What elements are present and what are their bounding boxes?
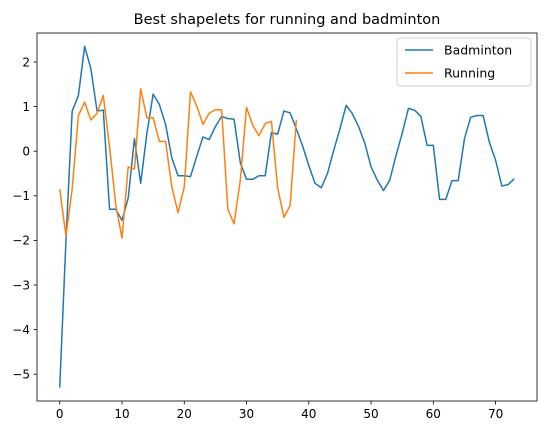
y-tick-label: 0 — [22, 145, 30, 159]
x-tick-label: 70 — [488, 407, 503, 421]
x-tick-label: 60 — [426, 407, 441, 421]
x-tick-label: 10 — [114, 407, 129, 421]
series-line-running — [58, 88, 298, 239]
y-tick-label: 1 — [22, 100, 30, 114]
x-tick-label: 50 — [363, 407, 378, 421]
y-tick-label: −5 — [12, 368, 30, 382]
y-tick-label: −4 — [12, 323, 30, 337]
y-tick-label: −3 — [12, 278, 30, 292]
legend: Badminton Running — [396, 37, 532, 87]
x-tick-label: 40 — [301, 407, 316, 421]
series-lines — [58, 45, 515, 388]
legend-label-badminton: Badminton — [444, 43, 512, 58]
x-tick-label: 30 — [239, 407, 254, 421]
legend-label-running: Running — [444, 66, 495, 81]
axes-frame — [36, 32, 538, 402]
plot-area — [36, 32, 538, 402]
x-tick-label: 0 — [56, 407, 64, 421]
y-tick-label: 2 — [22, 55, 30, 69]
x-tick-label: 20 — [177, 407, 192, 421]
plot-background — [37, 33, 537, 401]
y-tick-label: −2 — [12, 234, 30, 248]
chart-title: Best shapelets for running and badminton — [134, 12, 441, 28]
y-tick-label: −1 — [12, 189, 30, 203]
x-axis: 0 10 20 30 40 50 60 70 — [56, 401, 503, 421]
y-axis: −5 −4 −3 −2 −1 0 1 2 — [12, 55, 37, 382]
